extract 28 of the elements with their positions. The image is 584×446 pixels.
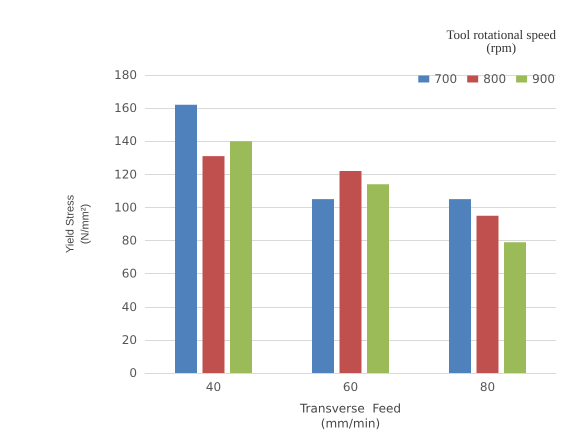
x-tick-label: 40 — [206, 380, 222, 394]
x-tick-label: 60 — [342, 380, 358, 394]
legend-title: Tool rotational speed (rpm) — [446, 27, 556, 55]
bar — [449, 199, 471, 373]
bar — [367, 184, 389, 373]
bar — [202, 156, 224, 373]
y-tick-label: 20 — [122, 332, 137, 347]
y-tick-label: 80 — [122, 234, 137, 248]
bar — [312, 199, 334, 373]
y-axis-title: Yield Stress (N/mm²) — [64, 194, 92, 254]
y-tick-label: 60 — [122, 266, 137, 281]
bar — [230, 141, 252, 373]
y-tick-label: 0 — [129, 366, 137, 380]
legend-label: 900 — [532, 72, 555, 86]
y-tick-label: 160 — [114, 101, 137, 116]
y-tick-label: 180 — [114, 68, 137, 82]
bar — [504, 242, 526, 373]
y-tick-label: 140 — [114, 134, 137, 148]
bar — [476, 216, 498, 373]
y-tick-label: 100 — [114, 200, 137, 214]
legend-label: 800 — [483, 72, 506, 86]
x-tick-label: 80 — [480, 380, 496, 394]
y-tick-label: 40 — [122, 300, 137, 314]
bar — [340, 171, 362, 373]
bar — [175, 104, 197, 373]
x-axis-title: Transverse Feed (mm/min) — [298, 402, 402, 430]
y-tick-label: 120 — [114, 167, 137, 182]
legend-label: 700 — [434, 72, 458, 86]
